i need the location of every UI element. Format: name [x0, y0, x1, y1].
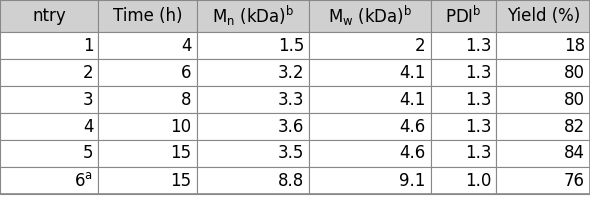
Bar — [431, 140, 496, 167]
Bar — [0, 32, 99, 59]
Text: 3.6: 3.6 — [278, 117, 304, 135]
Text: 1.3: 1.3 — [465, 37, 491, 55]
Text: 1.3: 1.3 — [465, 91, 491, 108]
Text: 6: 6 — [181, 64, 192, 82]
Text: 4.1: 4.1 — [399, 64, 426, 82]
Bar — [431, 167, 496, 194]
Text: 3.3: 3.3 — [277, 91, 304, 108]
Bar — [0, 0, 99, 32]
Text: 3: 3 — [83, 91, 93, 108]
Bar — [496, 0, 590, 32]
Text: 4.6: 4.6 — [399, 144, 426, 162]
Text: Yield (%): Yield (%) — [507, 7, 580, 25]
Text: 3.5: 3.5 — [278, 144, 304, 162]
Text: 9.1: 9.1 — [399, 171, 426, 190]
Text: 4.6: 4.6 — [399, 117, 426, 135]
Text: 1.3: 1.3 — [465, 64, 491, 82]
Bar — [196, 32, 309, 59]
Text: 15: 15 — [171, 144, 192, 162]
Bar — [196, 86, 309, 113]
Text: M$_\mathregular{w}$ (kDa)$^\mathregular{b}$: M$_\mathregular{w}$ (kDa)$^\mathregular{… — [328, 4, 412, 28]
Bar — [309, 59, 431, 86]
Bar — [496, 113, 590, 140]
Bar — [196, 0, 309, 32]
Bar — [196, 167, 309, 194]
Bar — [309, 167, 431, 194]
Text: ntry: ntry — [32, 7, 66, 25]
Text: 76: 76 — [564, 171, 585, 190]
Text: 82: 82 — [564, 117, 585, 135]
Bar — [496, 167, 590, 194]
Text: 80: 80 — [564, 91, 585, 108]
Bar — [309, 86, 431, 113]
Bar — [309, 0, 431, 32]
Text: 80: 80 — [564, 64, 585, 82]
Bar — [0, 167, 99, 194]
Text: Time (h): Time (h) — [113, 7, 182, 25]
Bar — [431, 86, 496, 113]
Bar — [196, 59, 309, 86]
Bar — [0, 140, 99, 167]
Text: 6$^\mathregular{a}$: 6$^\mathregular{a}$ — [74, 171, 93, 190]
Text: 2: 2 — [415, 37, 426, 55]
Text: 4.1: 4.1 — [399, 91, 426, 108]
Bar — [196, 113, 309, 140]
Bar — [496, 59, 590, 86]
Text: 5: 5 — [83, 144, 93, 162]
Text: M$_\mathregular{n}$ (kDa)$^\mathregular{b}$: M$_\mathregular{n}$ (kDa)$^\mathregular{… — [212, 4, 294, 28]
Text: 4: 4 — [181, 37, 192, 55]
Bar — [0, 86, 99, 113]
Text: 3.2: 3.2 — [277, 64, 304, 82]
Bar — [99, 113, 196, 140]
Bar — [0, 113, 99, 140]
Bar — [496, 32, 590, 59]
Text: 1.3: 1.3 — [465, 144, 491, 162]
Bar — [99, 59, 196, 86]
Bar — [0, 59, 99, 86]
Bar — [196, 140, 309, 167]
Text: 2: 2 — [83, 64, 93, 82]
Bar — [431, 0, 496, 32]
Bar — [99, 0, 196, 32]
Text: PDI$^\mathregular{b}$: PDI$^\mathregular{b}$ — [445, 5, 482, 27]
Text: 4: 4 — [83, 117, 93, 135]
Bar — [431, 59, 496, 86]
Text: 1: 1 — [83, 37, 93, 55]
Bar — [99, 167, 196, 194]
Bar — [99, 140, 196, 167]
Bar — [431, 113, 496, 140]
Bar — [431, 32, 496, 59]
Text: 1.5: 1.5 — [278, 37, 304, 55]
Text: 1.3: 1.3 — [465, 117, 491, 135]
Text: 8: 8 — [181, 91, 192, 108]
Bar — [309, 113, 431, 140]
Text: 1.0: 1.0 — [465, 171, 491, 190]
Bar — [309, 140, 431, 167]
Bar — [496, 140, 590, 167]
Bar — [496, 86, 590, 113]
Text: 84: 84 — [564, 144, 585, 162]
Text: 10: 10 — [171, 117, 192, 135]
Text: 15: 15 — [171, 171, 192, 190]
Text: 8.8: 8.8 — [278, 171, 304, 190]
Bar — [99, 86, 196, 113]
Text: 18: 18 — [564, 37, 585, 55]
Bar — [309, 32, 431, 59]
Bar — [99, 32, 196, 59]
